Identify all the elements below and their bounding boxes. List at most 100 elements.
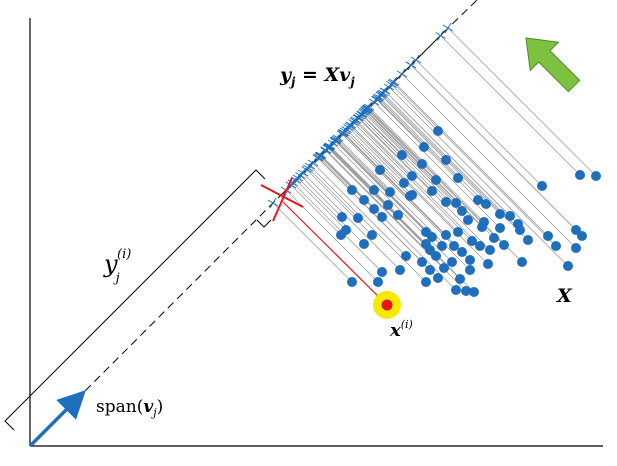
data-point: [469, 287, 479, 297]
data-point: [347, 277, 357, 287]
data-point: [417, 257, 427, 267]
data-point: [433, 273, 443, 283]
projected-cross: [442, 22, 454, 34]
data-point: [479, 217, 489, 227]
data-point: [451, 285, 461, 295]
data-point: [431, 251, 441, 261]
projection-line: [341, 133, 455, 247]
data-point: [336, 230, 346, 240]
data-point: [395, 265, 405, 275]
data-point: [515, 225, 525, 235]
projection-line: [319, 155, 365, 201]
data-point: [377, 267, 387, 277]
highlight-point: [381, 299, 393, 311]
projection-line: [302, 172, 401, 271]
data-point: [393, 210, 403, 220]
data-point: [397, 150, 407, 160]
projection-line: [348, 127, 405, 184]
data-point: [431, 175, 441, 185]
y-component-label: y j(i): [103, 247, 131, 286]
data-point: [347, 185, 357, 195]
data-point: [377, 212, 387, 222]
projection-line: [307, 167, 359, 219]
projected-cross: [337, 127, 349, 139]
projection-line: [335, 140, 433, 238]
data-point: [517, 257, 527, 267]
data-point: [447, 257, 457, 267]
projection-line: [309, 165, 427, 283]
projection-line: [447, 27, 597, 177]
data-point: [421, 227, 431, 237]
projection-line: [354, 120, 481, 247]
data-point: [359, 239, 369, 249]
data-point: [465, 265, 475, 275]
projected-cross: [307, 157, 319, 169]
projection-line: [290, 184, 342, 236]
projected-cross: [383, 81, 395, 93]
data-point: [353, 213, 363, 223]
data-point: [455, 274, 465, 284]
projected-cross: [327, 137, 339, 149]
projection-line: [353, 122, 473, 242]
red-cross-marker-icon: [260, 177, 304, 222]
data-point: [367, 230, 377, 240]
projected-cross: [410, 54, 422, 66]
projected-cross: [435, 30, 446, 41]
projected-cross: [267, 197, 279, 209]
projection-line: [373, 101, 501, 229]
projection-line: [358, 117, 433, 192]
projected-cross: [302, 162, 314, 174]
projection-line: [393, 81, 549, 237]
data-point: [419, 142, 429, 152]
projection-line: [312, 162, 407, 257]
data-point: [461, 286, 471, 296]
projection-line: [440, 35, 581, 176]
data-point: [523, 235, 533, 245]
data-point: [425, 265, 435, 275]
measurement-bracket: [4, 169, 266, 431]
projection-line: [410, 64, 583, 237]
projection-line: [388, 86, 569, 267]
data-point: [433, 126, 443, 136]
projection-line: [376, 99, 425, 148]
projection-line: [343, 132, 447, 236]
x-point-label: x(i): [389, 318, 413, 341]
data-point: [483, 259, 493, 269]
data-point: [543, 231, 553, 241]
data-point: [465, 255, 475, 265]
data-point: [451, 198, 461, 208]
projection-line: [295, 179, 347, 231]
data-point: [439, 263, 449, 273]
projection-line: [349, 125, 489, 265]
data-point: [495, 223, 505, 233]
projected-cross: [315, 149, 327, 161]
y-equation-label: yj = Xvj: [279, 64, 355, 89]
data-point: [369, 204, 379, 214]
projection-line: [272, 202, 353, 283]
projection-line: [306, 169, 373, 236]
projection-line: [357, 117, 491, 251]
projection-line: [380, 94, 501, 215]
data-point: [407, 171, 417, 181]
projection-line: [337, 137, 471, 271]
projection-line: [391, 84, 439, 132]
data-point: [577, 231, 587, 241]
projected-cross: [354, 110, 366, 122]
projection-line: [300, 175, 343, 218]
data-point: [551, 241, 561, 251]
projected-cross: [352, 112, 364, 124]
data-point: [383, 200, 393, 210]
data-point: [505, 211, 515, 221]
projection-line: [336, 138, 391, 193]
data-point: [591, 171, 601, 181]
projected-cross: [368, 96, 380, 108]
projection-line: [361, 114, 403, 156]
projected-cross: [363, 101, 375, 113]
data-point: [457, 247, 467, 257]
green-arrow-icon: [525, 37, 581, 93]
data-point: [441, 155, 451, 165]
data-point: [421, 277, 431, 287]
projection-line: [366, 108, 423, 165]
projected-cross: [387, 77, 399, 89]
